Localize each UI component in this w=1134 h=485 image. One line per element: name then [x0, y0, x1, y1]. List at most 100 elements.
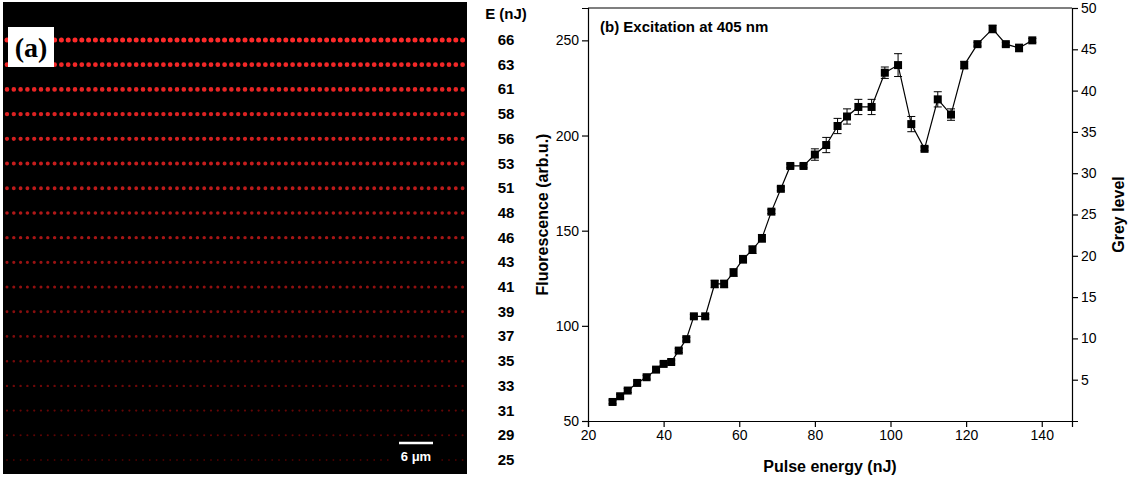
scale-bar-patch: [392, 440, 440, 466]
marker: [720, 280, 728, 288]
marker: [921, 145, 929, 153]
panel-a: 666361585653514846434139373533312925E (n…: [3, 2, 527, 474]
tick-mark: [1072, 214, 1078, 215]
marker: [667, 358, 675, 366]
marker: [843, 112, 851, 120]
tick-label: 150: [556, 223, 580, 239]
marker: [1015, 44, 1023, 52]
dot-row: [7, 409, 464, 411]
tick: 200: [556, 127, 588, 143]
marker: [1002, 40, 1010, 48]
marker: [660, 360, 668, 368]
row-label: 35: [498, 352, 515, 369]
error-bar-cap: [811, 160, 819, 161]
tick-label: 120: [955, 427, 979, 443]
row-label: 56: [498, 130, 515, 147]
tick: 100: [556, 318, 588, 334]
row-label: 39: [498, 303, 515, 320]
row-label: 63: [498, 56, 515, 73]
row-label: 53: [498, 155, 515, 172]
dot-row: [7, 186, 464, 190]
tick: 60: [732, 421, 748, 443]
tick: 120: [955, 421, 979, 443]
tick: 40: [1072, 83, 1097, 99]
row-label: 58: [498, 105, 515, 122]
error-bar: [811, 149, 819, 160]
error-bar-cap: [894, 76, 902, 77]
tick: 45: [1072, 41, 1097, 57]
tick-label: 60: [732, 427, 748, 443]
scale-bar: [399, 442, 433, 445]
marker: [652, 366, 660, 374]
axis-line: [582, 9, 589, 422]
tick-mark: [582, 135, 588, 136]
dot-row: [7, 310, 464, 313]
dot-row: [7, 211, 464, 215]
error-bar: [730, 269, 738, 277]
marker: [748, 246, 756, 254]
tick-mark: [1072, 90, 1078, 91]
tick-mark: [1072, 49, 1078, 50]
tick-label: 20: [581, 427, 597, 443]
tick-mark: [582, 421, 588, 422]
row-label: 46: [498, 229, 515, 246]
row-label: 43: [498, 253, 515, 270]
x-axis-title: Pulse energy (nJ): [763, 458, 896, 475]
marker: [960, 61, 968, 69]
error-bar-cap: [947, 108, 955, 109]
y2-axis-title: Grey level: [1110, 176, 1127, 253]
tick: 25: [1072, 206, 1097, 222]
error-bar-cap: [934, 91, 942, 92]
tick-mark: [1072, 8, 1078, 9]
tick-mark: [582, 231, 588, 232]
row-label: 29: [498, 426, 515, 443]
error-bar-cap: [834, 133, 842, 134]
tick: 20: [1072, 248, 1097, 264]
dot-row: [7, 162, 464, 166]
tick: 35: [1072, 124, 1097, 140]
tick-mark: [1072, 297, 1078, 298]
y-axis-title: Fluorescence (arb.u.): [534, 134, 551, 296]
tick: 50: [1072, 0, 1097, 16]
error-bar-cap: [881, 78, 889, 79]
marker: [682, 335, 690, 343]
marker: [947, 111, 955, 119]
tick-label: 10: [1081, 330, 1097, 346]
tick-label: 50: [563, 413, 579, 429]
panel-b: 2040608010012014050100150200250510152025…: [534, 0, 1127, 475]
marker: [822, 141, 830, 149]
error-bar: [989, 25, 997, 33]
row-label: 31: [498, 402, 515, 419]
panel-letter: (a): [15, 32, 48, 63]
tick: 10: [1072, 330, 1097, 346]
marker: [854, 103, 862, 111]
dot-row: [7, 335, 464, 338]
tick: 50: [563, 413, 588, 429]
error-bar-cap: [854, 99, 862, 100]
marker: [633, 379, 641, 387]
error-bar: [868, 99, 876, 114]
dot-row: [7, 385, 464, 387]
marker: [711, 280, 719, 288]
tick-mark: [1072, 132, 1078, 133]
data-line: [613, 29, 1033, 402]
x-axis: 20406080100120140: [581, 421, 1073, 443]
y-axis: 50100150200250: [556, 9, 589, 429]
marker: [800, 162, 808, 170]
tick: 15: [1072, 289, 1097, 305]
tick-label: 40: [656, 427, 672, 443]
dot-row: [7, 360, 464, 363]
dot-row: [7, 87, 464, 92]
row-label: 61: [498, 80, 515, 97]
tick-label: 20: [1081, 248, 1097, 264]
tick-label: 140: [1031, 427, 1055, 443]
marker: [868, 103, 876, 111]
error-bar-cap: [868, 114, 876, 115]
chart-title: (b) Excitation at 405 nm: [600, 18, 768, 35]
marker: [609, 398, 617, 406]
tick-label: 80: [808, 427, 824, 443]
dot-row: [7, 112, 464, 116]
marker: [690, 312, 698, 320]
marker: [811, 151, 819, 159]
error-bar: [907, 116, 915, 131]
